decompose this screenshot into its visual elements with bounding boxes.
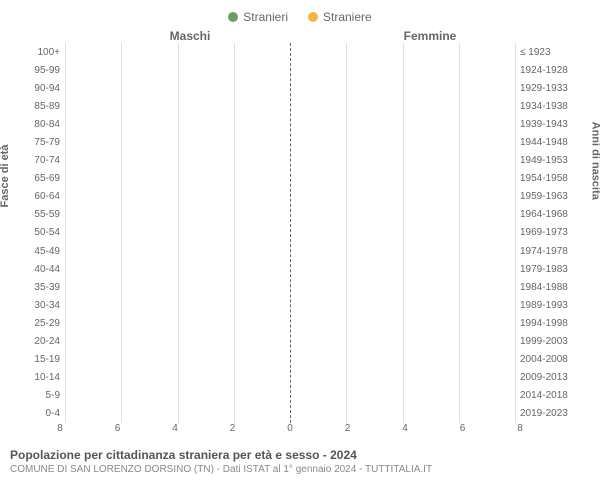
legend-dot-female [308,12,318,22]
legend-label-female: Straniere [323,10,372,24]
birth-year-label: 1979-1983 [520,264,590,275]
header-female: Femmine [310,29,550,43]
birth-year-label: 1939-1943 [520,119,590,130]
birth-year-label: 1929-1933 [520,83,590,94]
age-label: 15-19 [10,354,60,365]
bars-area [65,43,515,423]
y-axis-label-left: Fasce di età [0,145,11,208]
age-label: 60-64 [10,191,60,202]
birth-year-label: 2014-2018 [520,390,590,401]
birth-year-label: 1934-1938 [520,101,590,112]
population-pyramid-chart: Stranieri Straniere Maschi Femmine Fasce… [10,10,590,490]
birth-year-label: 1974-1978 [520,246,590,257]
x-tick-label: 0 [287,423,293,434]
x-tick-label: 2 [345,423,351,434]
age-label: 20-24 [10,336,60,347]
bars-male [65,43,290,423]
chart-subtitle: COMUNE DI SAN LORENZO DORSINO (TN) - Dat… [10,464,590,475]
age-label: 10-14 [10,372,60,383]
x-tick-label: 8 [517,423,523,434]
age-label: 90-94 [10,83,60,94]
birth-year-label: 1989-1993 [520,300,590,311]
header-male: Maschi [10,29,310,43]
x-axis: 8 6 4 2 0 2 4 6 8 [60,423,520,443]
plot-area: Fasce di età Anni di nascita 100+95-9990… [10,43,590,423]
birth-year-label: ≤ 1923 [520,47,590,58]
x-tick-label: 4 [402,423,408,434]
legend-item-female: Straniere [308,10,372,24]
age-label: 40-44 [10,264,60,275]
legend-label-male: Stranieri [243,10,288,24]
age-label: 75-79 [10,137,60,148]
birth-year-label: 1954-1958 [520,173,590,184]
legend-item-male: Stranieri [228,10,288,24]
age-label: 25-29 [10,318,60,329]
age-label: 45-49 [10,246,60,257]
age-label: 35-39 [10,282,60,293]
birth-year-label: 2004-2008 [520,354,590,365]
age-label: 5-9 [10,390,60,401]
age-label: 50-54 [10,227,60,238]
birth-year-label: 1944-1948 [520,137,590,148]
age-label: 100+ [10,47,60,58]
age-label: 0-4 [10,408,60,419]
age-label: 30-34 [10,300,60,311]
legend-dot-male [228,12,238,22]
age-label: 95-99 [10,65,60,76]
x-tick-label: 4 [172,423,178,434]
x-tick-label: 6 [460,423,466,434]
birth-year-label: 1984-1988 [520,282,590,293]
birth-year-label: 1964-1968 [520,209,590,220]
birth-year-label: 1994-1998 [520,318,590,329]
y-axis-age-groups: 100+ 95-99 90-94 85-89 80-84 75-79 70-74 65-69 6… [10,43,65,423]
age-label: 55-59 [10,209,60,220]
age-label: 70-74 [10,155,60,166]
chart-headers: Maschi Femmine [10,29,590,43]
birth-year-label: 1949-1953 [520,155,590,166]
birth-year-label: 1924-1928 [520,65,590,76]
x-tick-label: 2 [230,423,236,434]
birth-year-label: 2009-2013 [520,372,590,383]
y-axis-label-right: Anni di nascita [589,122,600,200]
center-line [290,43,291,423]
bars-female [290,43,515,423]
chart-title: Popolazione per cittadinanza straniera p… [10,448,590,462]
y-axis-birth-years: ≤ 1923 1924-1928 1929-1933 1934-1938 1939-19… [515,43,590,423]
age-label: 80-84 [10,119,60,130]
age-label: 85-89 [10,101,60,112]
x-tick-label: 6 [115,423,121,434]
age-label: 65-69 [10,173,60,184]
birth-year-label: 1959-1963 [520,191,590,202]
birth-year-label: 1999-2003 [520,336,590,347]
birth-year-label: 1969-1973 [520,227,590,238]
chart-legend: Stranieri Straniere [10,10,590,24]
x-tick-label: 8 [57,423,63,434]
birth-year-label: 2019-2023 [520,408,590,419]
